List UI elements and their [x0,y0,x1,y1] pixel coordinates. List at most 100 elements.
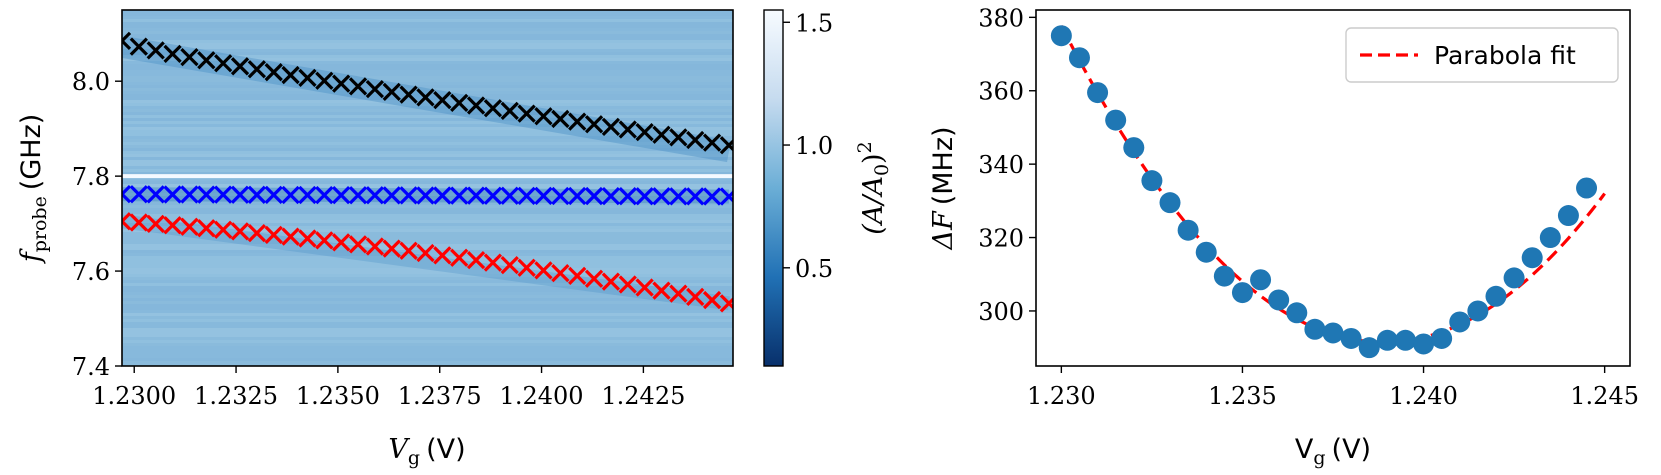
scatter-y-tick-label: 320 [978,225,1024,253]
heatmap-marker [332,186,351,205]
heatmap-noise-band [122,316,733,319]
heatmap-marker [264,63,283,82]
heatmap-noise-band [122,286,733,289]
heatmap-noise-band [122,337,733,340]
data-point [1231,282,1253,304]
heatmap-marker [214,185,233,204]
heatmap-noise-band [122,109,733,112]
heatmap-noise-band [122,205,733,208]
heatmap-noise-band [122,85,733,88]
heatmap-noise-band [122,199,733,202]
heatmap-marker [146,41,165,60]
heatmap-marker [500,101,519,121]
heatmap-marker [669,187,688,206]
heatmap-noise-band [122,151,733,154]
heatmap-noise-band [122,115,733,118]
heatmap-marker [433,186,452,205]
heatmap-marker [163,185,182,204]
heatmap-noise-band [122,34,733,37]
colorbar-gradient [763,9,784,367]
heatmap-marker [348,186,368,205]
heatmap-noise-band [122,355,733,358]
heatmap-x-tick-label: 1.2300 [92,382,176,410]
heatmap-noise-band [122,343,733,346]
heatmap-noise-band [122,22,733,25]
data-point [1521,247,1543,269]
data-point [1213,265,1235,287]
scatter-y-tick-label: 360 [978,78,1024,106]
heatmap-marker [652,125,671,144]
colorbar: 0.5 1.0 1.5 (A/A0)2 [763,9,893,367]
data-point [1141,170,1163,192]
heatmap-marker [180,217,199,236]
scatter-y-tick-label: 340 [978,151,1024,179]
scatter-x-tick-label: 1.235 [1208,382,1277,410]
heatmap-marker [568,186,587,206]
data-point [1358,337,1380,359]
heatmap-x-tick-label: 1.2425 [601,382,685,410]
heatmap-marker [433,246,452,265]
heatmap-marker [686,187,705,206]
heatmap-y-tick-label: 8.0 [72,68,110,96]
scatter-frame [1035,9,1631,367]
heatmap-noise-band [122,121,733,124]
heatmap-panel: 1.2300 1.2325 1.2350 1.2375 1.2400 1.2425 7.4… [16,9,734,469]
heatmap-noise-band [122,124,733,127]
data-point [1123,137,1145,159]
heatmap-noise-band [122,103,733,106]
heatmap-noise-band [122,223,733,226]
heatmap-marker [264,185,283,205]
colorbar-ticks: 0.5 1.0 1.5 [783,9,833,283]
heatmap-marker [332,233,351,252]
scatter-x-ticks: 1.230 1.235 1.240 1.245 [1027,366,1639,410]
heatmap-noise-band [122,148,733,151]
heatmap-marker [584,115,604,134]
heatmap-noise-band [122,241,733,244]
heatmap-noise-band [122,259,733,262]
heatmap-noise-band [122,358,733,361]
heatmap-marker [500,186,519,205]
heatmap-marker [348,235,368,254]
heatmap-noise-band [122,28,733,31]
heatmap-marker [146,185,165,204]
heatmap-noise-band [122,265,733,268]
colorbar-tick-label: 0.5 [795,255,833,283]
heatmap-noise-band [122,178,733,181]
heatmap-marker [466,251,486,270]
heatmap-noise-band [122,268,733,271]
heatmap-marker [618,187,637,206]
heatmap-noise-band [122,325,733,328]
heatmap-resonance-band [122,214,730,311]
heatmap-noise-band [122,130,733,133]
heatmap-marker [719,136,733,155]
data-point [1449,311,1471,333]
data-point [1159,192,1181,214]
heatmap-marker [635,187,654,206]
colorbar-tick-label: 1.5 [795,9,833,37]
scatter-y-axis-label: ΔF(MHz) [928,126,959,250]
heatmap-marker [281,185,300,205]
heatmap-noise-band [122,145,733,148]
heatmap-marker [399,241,418,260]
heatmap-noise-band [122,307,733,310]
heatmap-noise-band [122,70,733,73]
heatmap-noise-band [122,106,733,109]
data-point [1068,47,1090,69]
heatmap-marker [298,185,317,205]
heatmap-noise-band [122,328,733,331]
heatmap-noise-band [122,202,733,205]
heatmap-marker [214,54,233,73]
heatmap-noise-band [122,361,733,364]
heatmap-marker [180,185,199,204]
data-point [1268,289,1290,311]
heatmap-noise-band [122,349,733,352]
heatmap-noise-band [122,244,733,247]
heatmap-marker [719,187,733,206]
heatmap-noise-band [122,220,733,223]
heatmap-noise-band [122,160,733,163]
heatmap-marker [122,212,132,231]
data-point [1105,109,1127,131]
heatmap-noise-band [122,292,733,295]
heatmap-marker [584,186,604,206]
